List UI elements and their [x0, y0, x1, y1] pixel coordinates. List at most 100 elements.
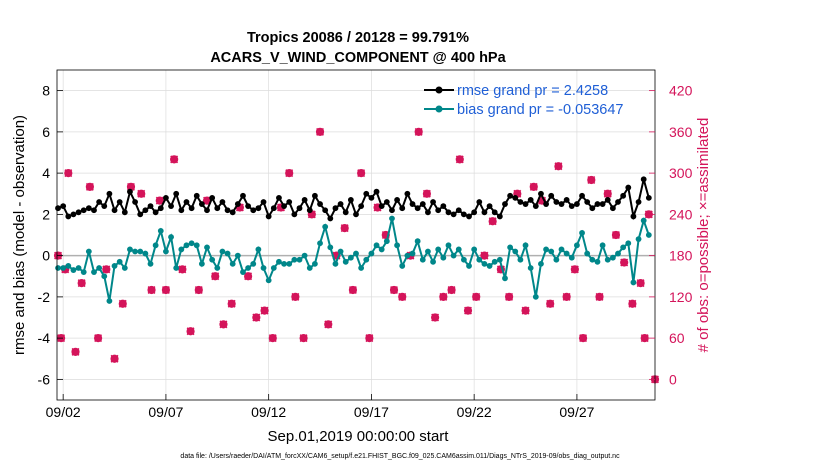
series-point-rmse [445, 209, 452, 216]
series-point-rmse [255, 205, 262, 212]
series-point-bias [255, 246, 262, 253]
series-point-rmse [147, 203, 154, 210]
obs-assimilated-point [546, 299, 555, 308]
series-point-rmse [640, 176, 647, 183]
series-point-bias [517, 256, 524, 263]
series-point-rmse [306, 207, 313, 214]
y2-tick-label: 240 [669, 206, 693, 222]
series-point-rmse [142, 207, 149, 214]
series-point-bias [389, 215, 395, 222]
series-point-rmse [301, 197, 308, 203]
obs-assimilated-point [439, 292, 448, 301]
series-point-bias [168, 234, 174, 240]
series-point-bias [645, 232, 652, 238]
chart-title: Tropics 20086 / 20128 = 99.791% [247, 30, 469, 46]
series-point-rmse [645, 194, 652, 201]
series-point-bias [419, 256, 426, 263]
series-point-rmse [65, 213, 72, 220]
legend: rmse grand pr = 2.4258 bias grand pr = -… [424, 83, 623, 118]
series-point-rmse [404, 190, 411, 197]
series-point-rmse [296, 205, 303, 212]
series-point-rmse [219, 199, 226, 205]
series-point-rmse [584, 199, 591, 205]
series-point-rmse [548, 192, 555, 199]
series-point-bias [291, 256, 298, 263]
series-point-bias [142, 250, 149, 257]
obs-assimilated-point [94, 334, 103, 343]
series-point-rmse [419, 201, 426, 207]
series-point-rmse [368, 194, 375, 201]
obs-assimilated-point [244, 272, 253, 281]
obs-assimilated-point [85, 182, 94, 191]
series-point-bias [317, 240, 323, 247]
obs-assimilated-point [620, 258, 629, 267]
series-layer [55, 176, 652, 304]
obs-assimilated-point [77, 279, 86, 288]
series-point-bias [594, 258, 601, 265]
series-point-rmse [507, 192, 514, 199]
series-point-bias [553, 256, 560, 263]
series-point-bias [512, 248, 519, 255]
series-point-bias [574, 242, 580, 249]
y2-tick-label: 420 [669, 83, 693, 99]
series-point-rmse [327, 215, 334, 222]
obs-assimilated-point [521, 306, 530, 315]
series-point-rmse [85, 205, 92, 212]
y-tick-label: 0 [42, 248, 50, 264]
y2-tick-label: 0 [669, 371, 677, 387]
obs-assimilated-point [611, 231, 620, 239]
obs-assimilated-point [636, 279, 645, 288]
series-point-rmse [620, 192, 627, 199]
obs-assimilated-point [268, 334, 277, 343]
series-point-rmse [75, 209, 82, 216]
series-point-bias [60, 265, 67, 271]
series-point-bias [75, 265, 82, 271]
x-tick-label: 09/27 [559, 404, 594, 420]
obs-assimilated-point [211, 272, 220, 281]
legend-label-rmse: rmse grand pr = 2.4258 [457, 83, 608, 99]
obs-assimilated-point [595, 292, 604, 301]
series-point-rmse [209, 194, 216, 201]
obs-assimilated-point [64, 169, 73, 178]
series-point-rmse [502, 201, 508, 207]
series-point-rmse [599, 201, 606, 207]
series-point-rmse [399, 205, 406, 212]
obs-assimilated-point [472, 292, 481, 301]
obs-assimilated-point [464, 306, 472, 315]
series-point-rmse [512, 194, 519, 201]
y-tick-label: 8 [42, 83, 50, 99]
series-point-rmse [332, 205, 339, 212]
y-axis-right: 0 60 120 180 240 300 360 420 [649, 83, 693, 387]
obs-assimilated-point [299, 334, 308, 343]
series-point-rmse [322, 207, 329, 214]
series-point-bias [491, 258, 498, 265]
series-point-rmse [409, 201, 416, 207]
series-point-bias [198, 260, 205, 267]
legend-marker-bias [435, 105, 443, 113]
series-point-rmse [538, 190, 544, 197]
series-point-rmse [106, 190, 113, 197]
series-point-bias [481, 260, 488, 267]
series-point-bias [604, 256, 611, 263]
legend-marker-rmse [435, 86, 443, 94]
obs-assimilated-point [227, 299, 236, 308]
series-point-rmse [609, 205, 616, 212]
series-point-rmse [163, 194, 169, 201]
series-point-bias [214, 265, 221, 271]
series-point-bias [450, 252, 457, 259]
series-point-bias [106, 298, 113, 304]
series-point-bias [322, 223, 329, 230]
obs-assimilated-point [155, 196, 164, 205]
series-point-rmse [491, 209, 498, 216]
series-point-rmse [214, 205, 221, 212]
obs-assimilated-point [285, 169, 294, 178]
series-point-rmse [111, 207, 118, 214]
series-point-rmse [55, 205, 61, 212]
obs-assimilated-point [488, 217, 497, 226]
obs-assimilated-point [147, 286, 156, 294]
series-point-rmse [193, 192, 200, 199]
series-point-rmse [224, 207, 231, 214]
series-point-rmse [80, 207, 87, 214]
obs-assimilated-point [194, 286, 203, 294]
series-point-rmse [178, 207, 185, 214]
